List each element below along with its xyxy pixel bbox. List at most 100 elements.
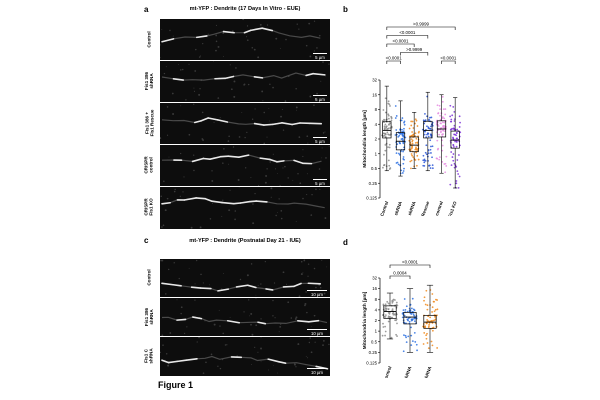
speckle — [172, 35, 174, 37]
speckle — [223, 148, 225, 150]
speckle — [268, 369, 270, 371]
y-tick-label: 4 — [375, 307, 378, 312]
data-point — [445, 155, 448, 158]
a-row-label: Fis1 386 shRNA — [138, 60, 161, 102]
data-point — [450, 120, 453, 123]
speckle — [215, 49, 217, 52]
speckle — [246, 25, 249, 27]
speckle — [272, 364, 274, 366]
data-point — [389, 105, 391, 107]
data-point — [400, 138, 403, 141]
data-point — [410, 307, 413, 310]
data-point — [430, 145, 432, 148]
data-point — [402, 170, 405, 172]
data-point — [456, 128, 459, 131]
speckle — [213, 121, 215, 123]
chart-body: 0.125 0.25 0.5 1 2 4 8 16 32 Mitochondria length … — [362, 22, 462, 216]
data-point — [425, 289, 428, 292]
dendrite-image — [160, 259, 328, 298]
y-tick-label: 32 — [372, 276, 377, 281]
data-point — [395, 301, 398, 304]
speckle — [217, 97, 220, 99]
speckle — [224, 344, 227, 346]
speckle — [255, 324, 258, 327]
scale-bar-label: 10 µm — [310, 331, 324, 336]
speckle — [322, 132, 325, 134]
data-point — [410, 138, 413, 141]
speckle — [295, 316, 298, 319]
speckle — [269, 161, 272, 163]
speckle — [248, 299, 250, 301]
speckle — [277, 212, 279, 214]
data-point — [423, 133, 426, 136]
speckle — [165, 293, 167, 295]
y-tick-label: 8 — [375, 107, 378, 112]
speckle — [247, 83, 250, 86]
speckle — [174, 188, 176, 191]
speckle — [328, 63, 330, 65]
data-point — [414, 132, 417, 135]
data-point — [404, 334, 407, 337]
data-point — [424, 151, 427, 154]
data-point — [427, 325, 430, 328]
box — [382, 121, 392, 139]
data-point — [422, 159, 425, 162]
speckle — [314, 341, 316, 343]
speckle — [181, 68, 184, 71]
data-point — [430, 340, 433, 343]
data-point — [403, 127, 405, 130]
a-micrograph-row — [160, 186, 330, 229]
speckle — [255, 298, 257, 299]
data-point — [399, 132, 401, 135]
data-point — [411, 154, 413, 157]
data-point — [391, 301, 394, 304]
speckle — [193, 169, 195, 172]
data-point — [455, 141, 458, 143]
mitochondrion — [200, 117, 209, 122]
data-point — [428, 164, 431, 167]
speckle — [229, 316, 231, 318]
mitochondrion — [249, 27, 263, 32]
scale-bar-line — [313, 53, 327, 54]
speckle — [320, 142, 322, 144]
data-point — [414, 341, 417, 343]
speckle — [195, 48, 197, 51]
data-point — [424, 303, 427, 306]
data-point — [384, 123, 387, 126]
data-point — [395, 152, 398, 155]
speckle — [194, 283, 196, 285]
data-point — [403, 298, 406, 300]
speckle — [272, 153, 274, 155]
data-point — [425, 144, 428, 147]
data-point — [402, 162, 405, 165]
speckle — [324, 131, 326, 133]
speckle — [318, 34, 321, 37]
dendrite-image — [161, 146, 330, 187]
data-point — [384, 325, 387, 328]
speckle — [309, 95, 312, 98]
data-point — [457, 154, 460, 156]
data-point — [388, 133, 390, 136]
mitochondrion — [185, 358, 198, 361]
speckle — [310, 214, 313, 216]
data-point — [413, 314, 415, 317]
speckle — [166, 197, 169, 200]
a-micrograph-row: 5 µm — [160, 144, 330, 187]
a-row-label: Fis1 386 + Fis1 Rescue — [138, 102, 161, 144]
speckle — [219, 325, 221, 327]
data-point — [408, 127, 411, 130]
data-point — [452, 159, 455, 162]
scale-bar: 5 µm — [313, 179, 327, 186]
bracket-line — [389, 264, 431, 268]
data-point — [456, 170, 459, 172]
speckle — [165, 353, 168, 355]
p-value-label: <0.0001 — [402, 260, 419, 265]
speckle — [193, 90, 196, 92]
mitochondrion — [235, 284, 249, 288]
data-point — [458, 175, 461, 178]
data-point — [451, 114, 454, 117]
speckle — [162, 344, 164, 346]
speckle — [198, 337, 201, 339]
data-point — [411, 340, 414, 342]
data-point — [400, 132, 403, 135]
